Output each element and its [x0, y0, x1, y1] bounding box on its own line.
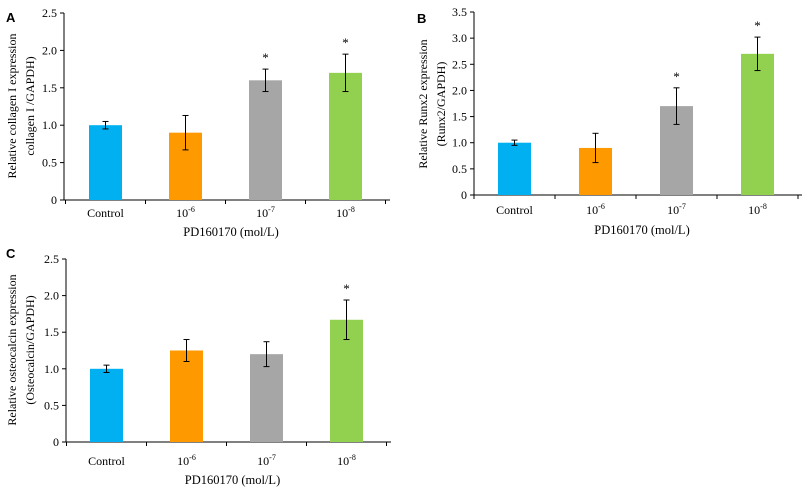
- y-tick-label: 3.5: [452, 5, 467, 19]
- x-tick-label: 10-8: [337, 453, 356, 468]
- y-tick-label: 1.5: [42, 81, 57, 95]
- x-tick-label: Control: [496, 203, 533, 217]
- chart-panel-c: C 0 0.5 1.0 1.5 2.0 2.5 * Control 10-6 10-7 10-8 PD1…: [5, 246, 391, 487]
- y-tick-label: 1.5: [452, 110, 467, 124]
- x-tick-label: 10-6: [176, 205, 195, 220]
- y-tick-label: 0.5: [452, 162, 467, 176]
- bar: [329, 72, 362, 200]
- x-tick-label: 10-8: [748, 202, 767, 217]
- x-axis-title: PD160170 (mol/L): [594, 223, 689, 237]
- y-tick-label: 2.5: [44, 252, 59, 266]
- x-tick-label: 10-7: [257, 453, 276, 468]
- y-tick-label: 0: [51, 193, 57, 207]
- x-axis-title: PD160170 (mol/L): [183, 225, 278, 239]
- x-tick-label: Control: [87, 206, 124, 220]
- y-tick-label: 2.0: [452, 83, 467, 97]
- x-tick-label: 10-7: [256, 205, 275, 220]
- y-tick-label: 0: [461, 188, 467, 202]
- x-tick-label: 10-8: [336, 205, 355, 220]
- y-tick-label: 3.0: [452, 31, 467, 45]
- bar: [170, 350, 203, 442]
- significance-marker: *: [673, 69, 680, 84]
- bar: [330, 319, 363, 442]
- y-tick-label: 2.5: [452, 57, 467, 71]
- y-tick-label: 0.5: [44, 398, 59, 412]
- panel-letter: C: [6, 246, 16, 261]
- y-tick-label: 1.0: [452, 136, 467, 150]
- significance-marker: *: [754, 18, 761, 33]
- panel-letter: B: [417, 11, 426, 26]
- y-axis-title-line: (Osteocalcin/GAPDH): [23, 295, 37, 404]
- y-tick-label: 1.0: [44, 362, 59, 376]
- x-tick-label: 10-6: [586, 202, 605, 217]
- bar: [250, 354, 283, 442]
- bar: [90, 368, 123, 442]
- significance-marker: *: [342, 35, 349, 50]
- y-tick-label: 1.0: [42, 118, 57, 132]
- y-tick-label: 1.5: [44, 325, 59, 339]
- bar: [498, 142, 531, 195]
- chart-panel-b: B 0 0.5 1.0 1.5 2.0 2.5 3.0 3.5 * * Control 10-6 10-7…: [416, 5, 802, 237]
- y-axis-title-line: Relative collagen I expression: [5, 34, 19, 179]
- panel-letter: A: [6, 10, 16, 25]
- y-tick-label: 2.0: [44, 289, 59, 303]
- y-tick-label: 2.0: [42, 43, 57, 57]
- chart-panel-a: A 0 0.5 1.0 1.5 2.0 2.5 * * Control 10-6 10-7 10-8 PD…: [5, 6, 390, 239]
- y-tick-label: 2.5: [42, 6, 57, 20]
- y-axis-title-line: Relative osteocalcin expression: [5, 274, 19, 425]
- y-tick-label: 0.5: [42, 156, 57, 170]
- y-tick-label: 0: [53, 435, 59, 449]
- bar: [89, 125, 122, 200]
- x-tick-label: 10-6: [177, 453, 196, 468]
- bar: [249, 80, 282, 200]
- significance-marker: *: [262, 50, 269, 65]
- x-tick-label: 10-7: [667, 202, 686, 217]
- significance-marker: *: [343, 281, 350, 296]
- bar: [741, 53, 774, 196]
- y-axis-title-line: collagen I /GAPDH): [23, 56, 37, 155]
- y-axis-title-line: (Runx2/GAPDH): [434, 62, 448, 147]
- y-axis-title-line: Relative Runx2 expression: [416, 39, 430, 168]
- x-axis-title: PD160170 (mol/L): [185, 473, 280, 487]
- x-tick-label: Control: [88, 454, 125, 468]
